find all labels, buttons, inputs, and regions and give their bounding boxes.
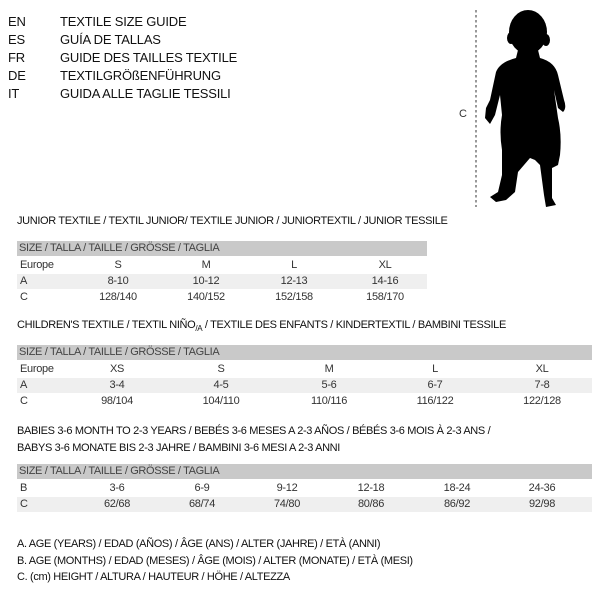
table-cell: M — [324, 363, 334, 375]
table-cell: 12-13 — [280, 275, 308, 287]
lang-code: ES — [8, 32, 25, 47]
row-stripe — [17, 274, 427, 289]
lang-code: FR — [8, 50, 25, 65]
row-label: C — [20, 291, 28, 303]
table-cell: 8-10 — [107, 275, 129, 287]
table-cell: 128/140 — [99, 291, 137, 303]
table-cell: 10-12 — [192, 275, 220, 287]
lang-title: GUIDA ALLE TAGLIE TESSILI — [60, 86, 231, 101]
lang-title: GUÍA DE TALLAS — [60, 32, 161, 47]
row-label: Europe — [20, 259, 54, 271]
children-section-title: CHILDREN'S TEXTILE / TEXTIL NIÑO/A / TEX… — [17, 319, 506, 334]
babies-section-title: BABIES 3-6 MONTH TO 2-3 YEARS / BEBÉS 3-… — [17, 425, 491, 437]
row-label: C — [20, 498, 28, 510]
row-stripe — [17, 378, 592, 393]
table-cell: 12-18 — [357, 482, 385, 494]
junior-size-header: SIZE / TALLA / TAILLE / GRÖSSE / TAGLIA — [17, 241, 427, 256]
table-cell: L — [291, 259, 297, 271]
babies-size-header: SIZE / TALLA / TAILLE / GRÖSSE / TAGLIA — [17, 464, 592, 479]
height-dotted-line — [475, 10, 477, 207]
table-cell: 3-4 — [109, 379, 125, 391]
table-cell: 116/122 — [416, 395, 454, 407]
row-label: A — [20, 275, 28, 287]
table-cell: XL — [535, 363, 549, 375]
table-cell: 24-36 — [528, 482, 556, 494]
table-cell: 98/104 — [101, 395, 133, 407]
row-label: Europe — [20, 363, 54, 375]
junior-section-title: JUNIOR TEXTILE / TEXTIL JUNIOR/ TEXTILE … — [17, 215, 448, 227]
table-cell: 62/68 — [103, 498, 131, 510]
table-cell: 3-6 — [109, 482, 125, 494]
table-cell: 158/170 — [366, 291, 404, 303]
table-row: Europe XS S M L XL — [17, 362, 592, 377]
table-cell: 74/80 — [273, 498, 301, 510]
table-cell: 80/86 — [357, 498, 385, 510]
child-silhouette-figure — [485, 10, 566, 207]
title-subscript: /A — [195, 324, 203, 334]
table-cell: 140/152 — [187, 291, 225, 303]
table-cell: XL — [378, 259, 392, 271]
babies-section-title-line2: BABYS 3-6 MONATE BIS 2-3 JAHRE / BAMBINI… — [17, 442, 340, 454]
legend-line: A. AGE (YEARS) / EDAD (AÑOS) / ÂGE (ANS)… — [17, 538, 381, 550]
children-size-header: SIZE / TALLA / TAILLE / GRÖSSE / TAGLIA — [17, 345, 592, 360]
table-cell: S — [114, 259, 122, 271]
legend-line: C. (cm) HEIGHT / ALTURA / HAUTEUR / HÖHE… — [17, 571, 290, 583]
lang-code: DE — [8, 68, 26, 83]
table-row: C 128/140 140/152 152/158 158/170 — [17, 290, 427, 305]
title-text: CHILDREN'S TEXTILE / TEXTIL NIÑO — [17, 319, 196, 331]
table-cell: 68/74 — [188, 498, 216, 510]
table-cell: 152/158 — [275, 291, 313, 303]
table-row: C 62/68 68/74 74/80 80/86 86/92 92/98 — [17, 497, 592, 512]
table-cell: M — [201, 259, 211, 271]
row-stripe — [17, 497, 592, 512]
lang-title: TEXTILE SIZE GUIDE — [60, 14, 187, 29]
table-cell: 5-6 — [321, 379, 337, 391]
table-cell: XS — [109, 363, 125, 375]
table-cell: 92/98 — [528, 498, 556, 510]
table-cell: 86/92 — [443, 498, 471, 510]
lang-code: IT — [8, 86, 20, 101]
table-cell: 110/116 — [310, 395, 348, 407]
title-text: / TEXTILE DES ENFANTS / KINDERTEXTIL / B… — [202, 319, 506, 331]
lang-title: GUIDE DES TAILLES TEXTILE — [60, 50, 238, 65]
table-cell: 122/128 — [523, 395, 561, 407]
child-silhouette-icon — [485, 10, 566, 207]
lang-title: TEXTILGRÖßENFÜHRUNG — [60, 68, 221, 83]
legend-line: B. AGE (MONTHS) / EDAD (MESES) / ÂGE (MO… — [17, 555, 413, 567]
table-row: Europe S M L XL — [17, 258, 427, 273]
table-cell: S — [217, 363, 225, 375]
table-cell: 14-16 — [371, 275, 399, 287]
table-cell: 18-24 — [443, 482, 471, 494]
table-row: B 3-6 6-9 9-12 12-18 18-24 24-36 — [17, 481, 592, 496]
table-cell: 6-7 — [427, 379, 443, 391]
table-row: A 8-10 10-12 12-13 14-16 — [17, 274, 427, 289]
table-cell: 104/110 — [202, 395, 240, 407]
table-cell: 7-8 — [534, 379, 550, 391]
table-cell: 9-12 — [276, 482, 298, 494]
row-label: A — [20, 379, 28, 391]
table-cell: L — [432, 363, 438, 375]
table-row: C 98/104 104/110 110/116 116/122 122/128 — [17, 394, 592, 409]
height-label: C — [459, 108, 467, 120]
row-label: C — [20, 395, 28, 407]
row-label: B — [20, 482, 28, 494]
lang-code: EN — [8, 14, 26, 29]
table-cell: 4-5 — [213, 379, 229, 391]
table-cell: 6-9 — [194, 482, 210, 494]
table-row: A 3-4 4-5 5-6 6-7 7-8 — [17, 378, 592, 393]
